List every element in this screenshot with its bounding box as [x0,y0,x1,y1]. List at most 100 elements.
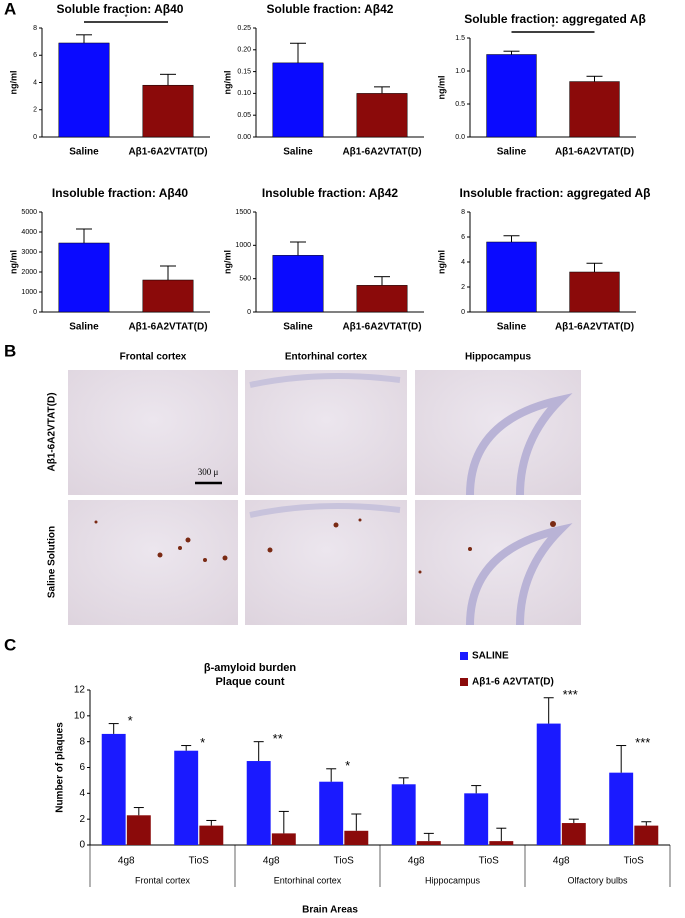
x-tick-label: Saline [283,322,313,333]
column-header: Hippocampus [465,352,532,363]
column-header: Entorhinal cortex [285,352,368,363]
chart-title: Soluble fraction: aggregated Aβ [464,12,646,26]
y-tick-label: 0.15 [237,68,251,75]
legend-label: SALINE [472,651,509,662]
x-tick-label: TioS [334,856,355,867]
x-tick-label: Aβ1-6A2VTAT(D) [555,147,634,158]
y-axis-label: ng/ml [8,250,18,274]
y-tick-label: 0.20 [237,47,251,54]
x-tick-label: Saline [283,147,313,158]
y-tick-label: 10 [74,710,86,721]
bar [569,271,620,313]
legend-swatch [460,652,468,660]
panel-label: A [4,0,16,18]
y-tick-label: 4 [33,79,37,86]
y-tick-label: 0 [33,134,37,141]
tissue-structure [466,393,573,496]
y-tick-label: 2 [33,107,37,114]
y-tick-label: 0.0 [455,134,465,141]
bar [489,841,514,845]
significance-label: * [124,13,127,22]
x-tick-label: TioS [189,856,210,867]
chart-title: Insoluble fraction: Aβ40 [52,186,189,200]
bar [344,830,369,845]
tissue-structure [249,373,401,388]
y-tick-label: 0.00 [237,134,251,141]
bar [271,833,296,845]
y-tick-label: 1.0 [455,68,465,75]
bar [58,42,110,138]
y-tick-label: 0.25 [237,25,251,32]
x-tick-label: 4g8 [408,856,425,867]
significance-label: * [200,735,205,750]
chart-title: β-amyloid burden [204,662,297,674]
y-tick-label: 4 [79,788,85,799]
legend-swatch [460,678,468,686]
chart-title: Soluble fraction: Aβ42 [267,2,394,16]
plaques [94,518,556,574]
y-axis-label: ng/ml [8,71,18,95]
y-tick-label: 0 [33,309,37,316]
legend-label: Aβ1-6 A2VTAT(D) [472,677,554,688]
x-tick-label: Saline [69,147,99,158]
group-label: Entorhinal cortex [274,875,342,885]
bar [246,761,271,845]
y-tick-label: 12 [74,685,86,696]
x-tick-label: 4g8 [553,856,570,867]
bar [272,255,324,313]
bar [272,62,324,138]
chart-title: Soluble fraction: Aβ40 [57,2,184,16]
y-tick-label: 1.5 [455,35,465,42]
x-tick-label: Aβ1-6A2VTAT(D) [128,147,207,158]
bar [486,241,537,313]
x-tick-label: 4g8 [118,856,135,867]
y-tick-label: 2 [461,284,465,291]
significance-label: * [551,23,554,32]
x-tick-label: 4g8 [263,856,280,867]
x-tick-label: TioS [479,856,500,867]
y-axis-label: ng/ml [222,250,232,274]
y-tick-label: 1500 [235,209,251,216]
bar [174,750,199,845]
chart-title: Insoluble fraction: aggregated Aβ [460,186,651,200]
chart-title: Insoluble fraction: Aβ42 [262,186,399,200]
bar [142,279,194,313]
chart-subtitle: Plaque count [215,676,284,688]
micrograph [68,370,238,495]
x-tick-label: Saline [497,147,527,158]
panel-label: C [4,635,16,654]
y-tick-label: 0.5 [455,101,465,108]
significance-label: *** [563,687,578,702]
bar [58,242,110,313]
group-label: Olfactory bulbs [567,875,628,885]
group-label: Frontal cortex [135,875,191,885]
tissue-structure [249,503,401,518]
y-tick-label: 4 [461,259,465,266]
x-tick-label: Aβ1-6A2VTAT(D) [555,322,634,333]
bar [126,815,151,845]
micrograph [245,500,407,625]
y-tick-label: 6 [33,52,37,59]
bar [634,825,659,845]
y-tick-label: 5000 [21,209,37,216]
bar [609,772,634,845]
bar [464,793,489,845]
x-tick-label: Saline [497,322,527,333]
bar [101,733,126,845]
y-tick-label: 2000 [21,269,37,276]
y-tick-label: 8 [33,25,37,32]
x-tick-label: TioS [624,856,645,867]
panel-label: B [4,341,16,360]
bar [569,81,620,138]
y-tick-label: 0.05 [237,112,251,119]
y-tick-label: 0 [247,309,251,316]
bar [319,781,344,845]
x-tick-label: Aβ1-6A2VTAT(D) [128,322,207,333]
column-header: Frontal cortex [120,352,187,363]
bar [391,784,416,845]
bar [536,723,561,845]
y-tick-label: 1000 [235,242,251,249]
tissue-structure [466,523,573,626]
y-tick-label: 0 [461,309,465,316]
